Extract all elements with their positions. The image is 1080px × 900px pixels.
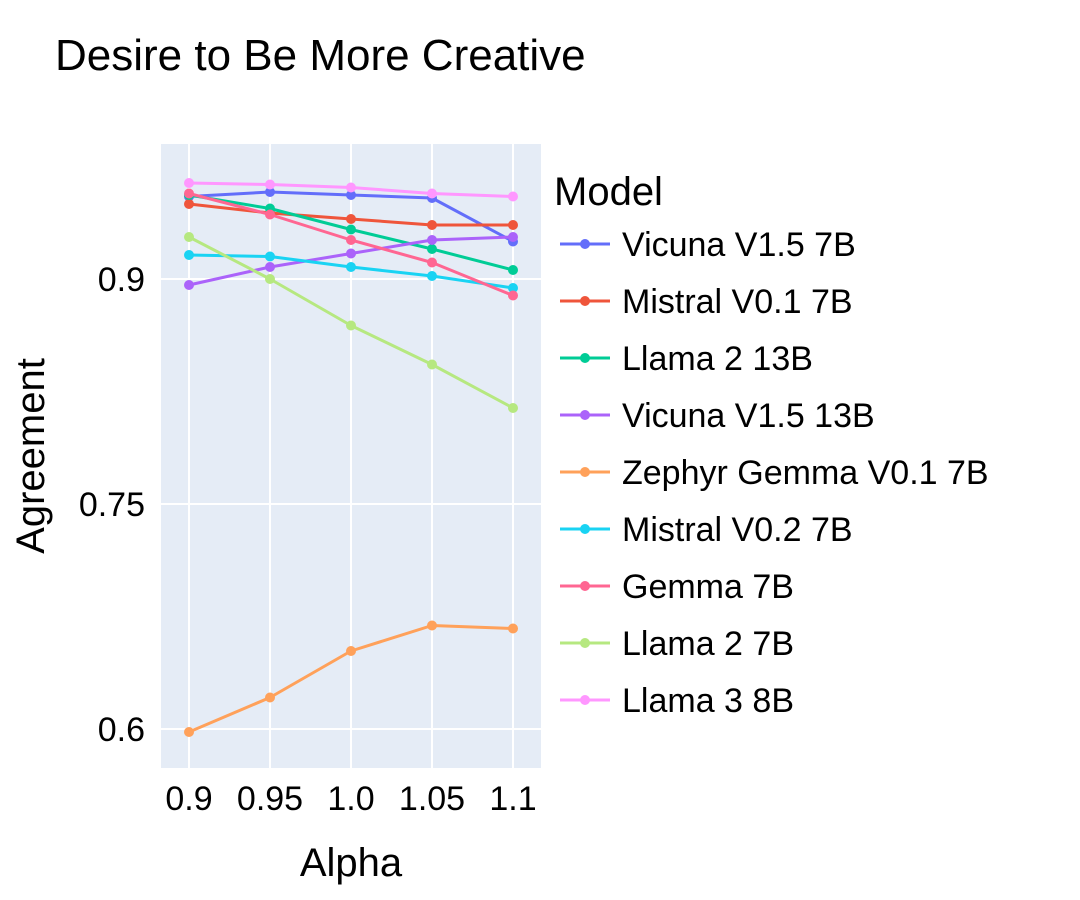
data-point [184,199,194,209]
legend-item: Llama 2 7B [560,625,794,663]
legend-swatch-marker [580,410,590,420]
x-tick-label: 1.1 [489,780,536,818]
x-axis-label: Alpha [300,841,403,885]
data-point [346,248,356,259]
legend-item: Zephyr Gemma V0.1 7B [560,454,989,492]
series [184,620,518,737]
data-point [265,274,275,284]
data-point [508,403,518,413]
legend-item: Llama 2 13B [560,340,813,378]
series [184,178,518,202]
data-point [265,179,275,190]
legend-label: Mistral V0.2 7B [622,511,853,549]
data-point [265,209,275,220]
data-point [265,251,275,262]
y-tick-label: 0.6 [98,711,145,749]
legend-label: Gemma 7B [622,568,794,606]
series [184,250,518,293]
legend-item: Mistral V0.2 7B [560,511,853,549]
data-point [427,359,437,370]
legend-item: Llama 3 8B [560,682,794,720]
legend-swatch-marker [580,524,590,534]
data-point [427,620,437,631]
data-point [427,188,437,199]
legend-item: Gemma 7B [560,568,794,606]
data-point [346,262,356,272]
data-point [184,178,194,188]
data-point [184,280,194,290]
data-point [346,214,356,224]
legend-title: Model [554,170,663,214]
legend-swatch-marker [580,581,590,591]
x-tick-label: 1.05 [399,780,465,818]
legend-label: Zephyr Gemma V0.1 7B [622,454,989,492]
x-tick-label: 0.95 [237,780,303,818]
data-point [508,265,518,275]
legend-item: Vicuna V1.5 13B [560,397,875,435]
data-point [184,232,194,242]
data-point [346,190,356,200]
data-point [265,262,275,272]
legend-swatch-marker [580,695,590,705]
data-point [265,692,275,703]
data-point [427,220,437,230]
legend-swatch-marker [580,239,590,249]
data-point [184,188,194,199]
data-point [265,187,275,197]
y-axis-label: Agreement [9,358,53,554]
legend-label: Vicuna V1.5 7B [622,226,856,264]
data-point [508,191,518,202]
x-tick-label: 1.0 [327,780,374,818]
legend-swatch-marker [580,638,590,648]
data-point [427,271,437,281]
legend-label: Llama 2 7B [622,625,794,663]
data-point [346,224,356,235]
legend-label: Llama 3 8B [622,682,794,720]
data-point [508,283,518,293]
data-point [427,257,437,268]
legend: Model Vicuna V1.5 7B Mistral V0.1 7B Llama… [554,170,989,720]
legend-item: Vicuna V1.5 7B [560,226,856,264]
x-tick-labels: 0.9 0.95 1.0 1.05 1.1 [165,780,536,818]
data-point [427,244,437,254]
data-point [508,220,518,230]
series [184,232,518,413]
y-tick-labels: 0.6 0.75 0.9 [79,261,145,749]
y-gridlines [161,278,541,730]
legend-swatch-marker [580,296,590,306]
data-point [346,646,356,656]
data-point [346,320,356,331]
data-point [508,623,518,634]
chart-title: Desire to Be More Creative [55,31,586,80]
x-tick-label: 0.9 [165,780,212,818]
series-layer [184,178,518,737]
legend-label: Mistral V0.1 7B [622,283,853,321]
legend-items: Vicuna V1.5 7B Mistral V0.1 7B Llama 2 13B… [560,226,989,720]
legend-swatch-marker [580,353,590,363]
y-tick-label: 0.9 [98,261,145,299]
legend-label: Llama 2 13B [622,340,813,378]
data-point [346,182,356,193]
legend-item: Mistral V0.1 7B [560,283,853,321]
y-tick-label: 0.75 [79,486,145,524]
data-point [346,235,356,245]
data-point [508,232,518,242]
series [184,188,518,301]
legend-swatch-marker [580,467,590,477]
series [184,232,518,290]
data-point [184,250,194,260]
data-point [427,235,437,245]
legend-label: Vicuna V1.5 13B [622,397,875,435]
data-point [508,290,518,301]
data-point [184,727,194,737]
